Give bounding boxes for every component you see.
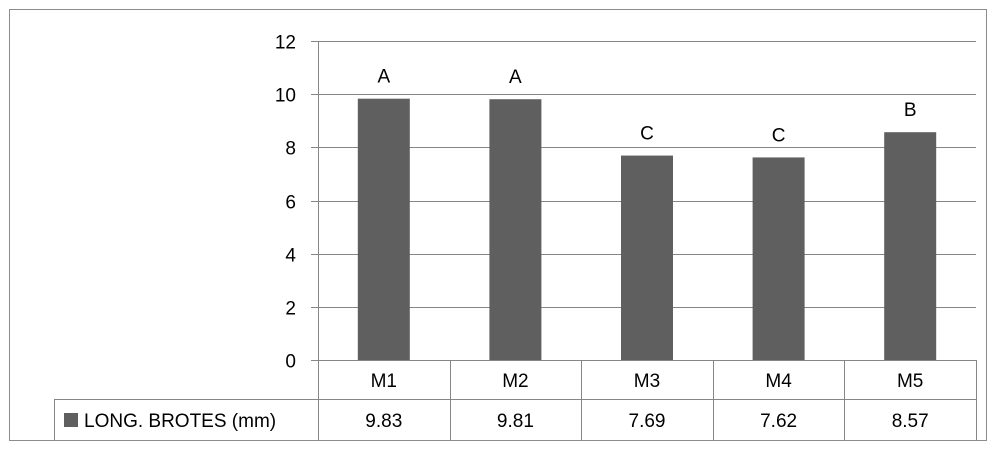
bar-m3 [621, 155, 673, 360]
significance-letter: C [640, 124, 654, 145]
x-category-label: M4 [765, 371, 792, 392]
x-category-label: M2 [502, 371, 528, 392]
x-category-label: M1 [371, 371, 397, 392]
legend-key-icon [64, 413, 78, 427]
legend-series-name: LONG. BROTES (mm) [84, 411, 276, 432]
significance-letter: B [904, 100, 917, 121]
significance-letter: A [377, 67, 390, 88]
y-tick-label: 4 [285, 246, 296, 267]
table-value: 9.83 [365, 411, 402, 432]
table-value: 7.62 [760, 411, 797, 432]
bar-m1 [357, 98, 410, 360]
x-category-label: M3 [634, 371, 660, 392]
y-tick-label: 10 [275, 86, 296, 107]
bar-m4 [752, 157, 805, 360]
y-tick-label: 8 [285, 139, 296, 160]
table-value: 9.81 [497, 411, 534, 432]
significance-letter: C [772, 125, 786, 146]
bar-m5 [884, 132, 937, 360]
bar-m2 [489, 99, 542, 360]
y-tick-label: 6 [285, 193, 296, 214]
y-tick-label: 12 [275, 33, 296, 54]
y-tick-label: 0 [285, 352, 296, 373]
table-value: 8.57 [892, 411, 929, 432]
y-tick-label: 2 [285, 299, 296, 320]
significance-letter: A [509, 67, 522, 88]
x-category-label: M5 [897, 371, 923, 392]
table-value: 7.69 [629, 411, 666, 432]
